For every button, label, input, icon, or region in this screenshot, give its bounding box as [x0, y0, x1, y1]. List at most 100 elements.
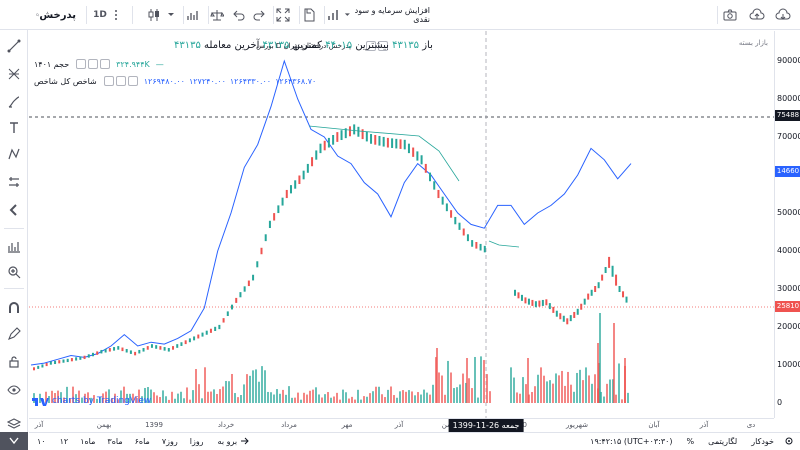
range-10y[interactable]: ۱۰ — [37, 437, 46, 446]
text-icon[interactable] — [4, 118, 24, 138]
time-tick: آبان — [648, 421, 660, 429]
volume-bar — [288, 386, 290, 403]
interval-button[interactable]: 1D — [93, 10, 107, 20]
volume-visibility-icon[interactable] — [88, 59, 99, 69]
price-candle — [134, 351, 137, 356]
trend-line-icon[interactable] — [4, 36, 24, 56]
volume-bar — [315, 387, 317, 403]
volume-bar — [384, 397, 386, 403]
goto-icon[interactable] — [240, 437, 250, 447]
index-visibility-icon[interactable] — [115, 76, 126, 86]
price-candle — [399, 139, 402, 149]
market-status: بازار بسته — [738, 39, 768, 47]
fib-icon[interactable] — [4, 64, 24, 84]
brush-icon[interactable] — [4, 92, 24, 112]
volume-bar — [258, 381, 260, 403]
legend-settings-icon[interactable] — [366, 41, 376, 51]
index-value-2: ۱۲۷۲۴۰.۰۰ — [188, 76, 226, 86]
volume-close-icon[interactable] — [100, 59, 111, 69]
interval-dropdown-icon[interactable] — [110, 3, 122, 27]
time-tick: مهر — [341, 421, 353, 429]
range-1m[interactable]: ۱ماه — [80, 437, 96, 446]
pattern-icon[interactable] — [4, 144, 24, 164]
price-candle — [104, 348, 107, 353]
tradingview-watermark[interactable]: charts by TradingView — [31, 395, 151, 407]
price-candle — [386, 137, 389, 148]
volume-bar — [414, 395, 416, 403]
layers-icon[interactable] — [4, 414, 24, 434]
price-candle — [33, 367, 35, 371]
range-1d[interactable]: روزا — [189, 437, 204, 446]
redo-icon[interactable] — [250, 3, 268, 27]
undo-icon[interactable] — [230, 3, 248, 27]
save-icon[interactable] — [300, 3, 318, 27]
price-candle — [622, 291, 625, 298]
volume-bar — [240, 395, 242, 403]
volume-bar — [333, 396, 335, 403]
cloud-upload-icon[interactable] — [746, 3, 768, 27]
volume-bar — [375, 386, 377, 403]
price-candle — [344, 128, 347, 139]
volume-bar — [75, 394, 77, 403]
goto-date[interactable]: برو به — [217, 437, 238, 446]
volume-bar — [363, 396, 365, 403]
percent-toggle[interactable]: % — [686, 437, 695, 446]
price-chart[interactable] — [29, 31, 774, 418]
cloud-download-icon[interactable] — [772, 3, 794, 27]
chevron-down-icon[interactable] — [166, 3, 176, 27]
back-arrow-icon[interactable] — [4, 200, 24, 220]
price-axis[interactable]: 90000 80000 70000 60000 50000 40000 3000… — [774, 31, 800, 418]
toolbar-divider — [183, 6, 184, 24]
lock-icon[interactable] — [4, 352, 24, 372]
auto-toggle[interactable]: خودکار — [751, 437, 774, 446]
index-settings-icon[interactable] — [103, 76, 114, 86]
magnet-icon[interactable] — [4, 298, 24, 318]
price-candle — [62, 359, 65, 363]
volume-label: حجم ۱۴۰۱ — [34, 59, 70, 69]
zoom-icon[interactable] — [4, 262, 24, 282]
volume-bar — [513, 377, 515, 403]
time-tick: بهمن — [96, 421, 112, 429]
volume-bar — [93, 395, 95, 403]
volume-bar — [231, 373, 233, 403]
indicators-chart-icon[interactable] — [184, 3, 202, 27]
volume-bar — [354, 399, 356, 403]
range-7d[interactable]: روز۷ — [161, 437, 178, 446]
range-6m[interactable]: ۶ماه — [134, 437, 150, 446]
index-close-icon[interactable] — [127, 76, 138, 86]
adjustment-label: افزایش سرمایه و سود نقدی — [354, 6, 430, 24]
price-candle — [541, 299, 544, 306]
adjustment-select[interactable]: افزایش سرمایه و سود نقدی — [342, 6, 432, 24]
volume-bar — [66, 386, 68, 403]
collapse-toolbar-icon[interactable] — [0, 432, 28, 450]
range-3m[interactable]: ۳ماه — [107, 437, 123, 446]
volume-settings-icon[interactable] — [76, 59, 87, 69]
volume-bar — [225, 380, 227, 403]
price-candle — [395, 138, 398, 149]
volume-bar — [429, 394, 431, 403]
price-candle — [527, 298, 530, 305]
dividends-icon[interactable] — [325, 3, 343, 27]
top-toolbar: پدرخش 1D افزایش سرمایه و سود نقدی — [0, 0, 800, 30]
indicators-icon[interactable] — [4, 236, 24, 256]
time-axis[interactable]: آذر بهمن 1399 خرداد مرداد مهر آذر بهمن 1… — [29, 418, 774, 433]
clock-readout[interactable]: ۱۹:۴۲:۱۵ (UTC+۰۳:۳۰) — [590, 437, 673, 446]
fullscreen-icon[interactable] — [274, 3, 292, 27]
volume-bar — [54, 393, 56, 403]
symbol-search[interactable]: پدرخش — [34, 6, 78, 24]
volume-bar — [555, 373, 557, 403]
measure-icon[interactable] — [4, 172, 24, 192]
legend-visibility-icon[interactable] — [378, 41, 388, 51]
chart-pane[interactable]: بورس D پدرخش-درخشان تهران باز ۴۳۱۳۵ بیشت… — [29, 31, 774, 418]
price-candle — [534, 301, 537, 308]
eye-icon[interactable] — [4, 380, 24, 400]
compare-balance-icon[interactable] — [208, 3, 226, 27]
pencil-icon[interactable] — [4, 324, 24, 344]
candle-type-icon[interactable] — [145, 3, 163, 27]
log-toggle[interactable]: لگاریتمی — [708, 437, 738, 446]
volume-bar — [177, 393, 179, 403]
price-candle — [587, 293, 590, 300]
camera-icon[interactable] — [720, 3, 740, 27]
settings-gear-icon[interactable] — [784, 436, 794, 448]
range-12[interactable]: ۱۲ — [59, 437, 69, 446]
